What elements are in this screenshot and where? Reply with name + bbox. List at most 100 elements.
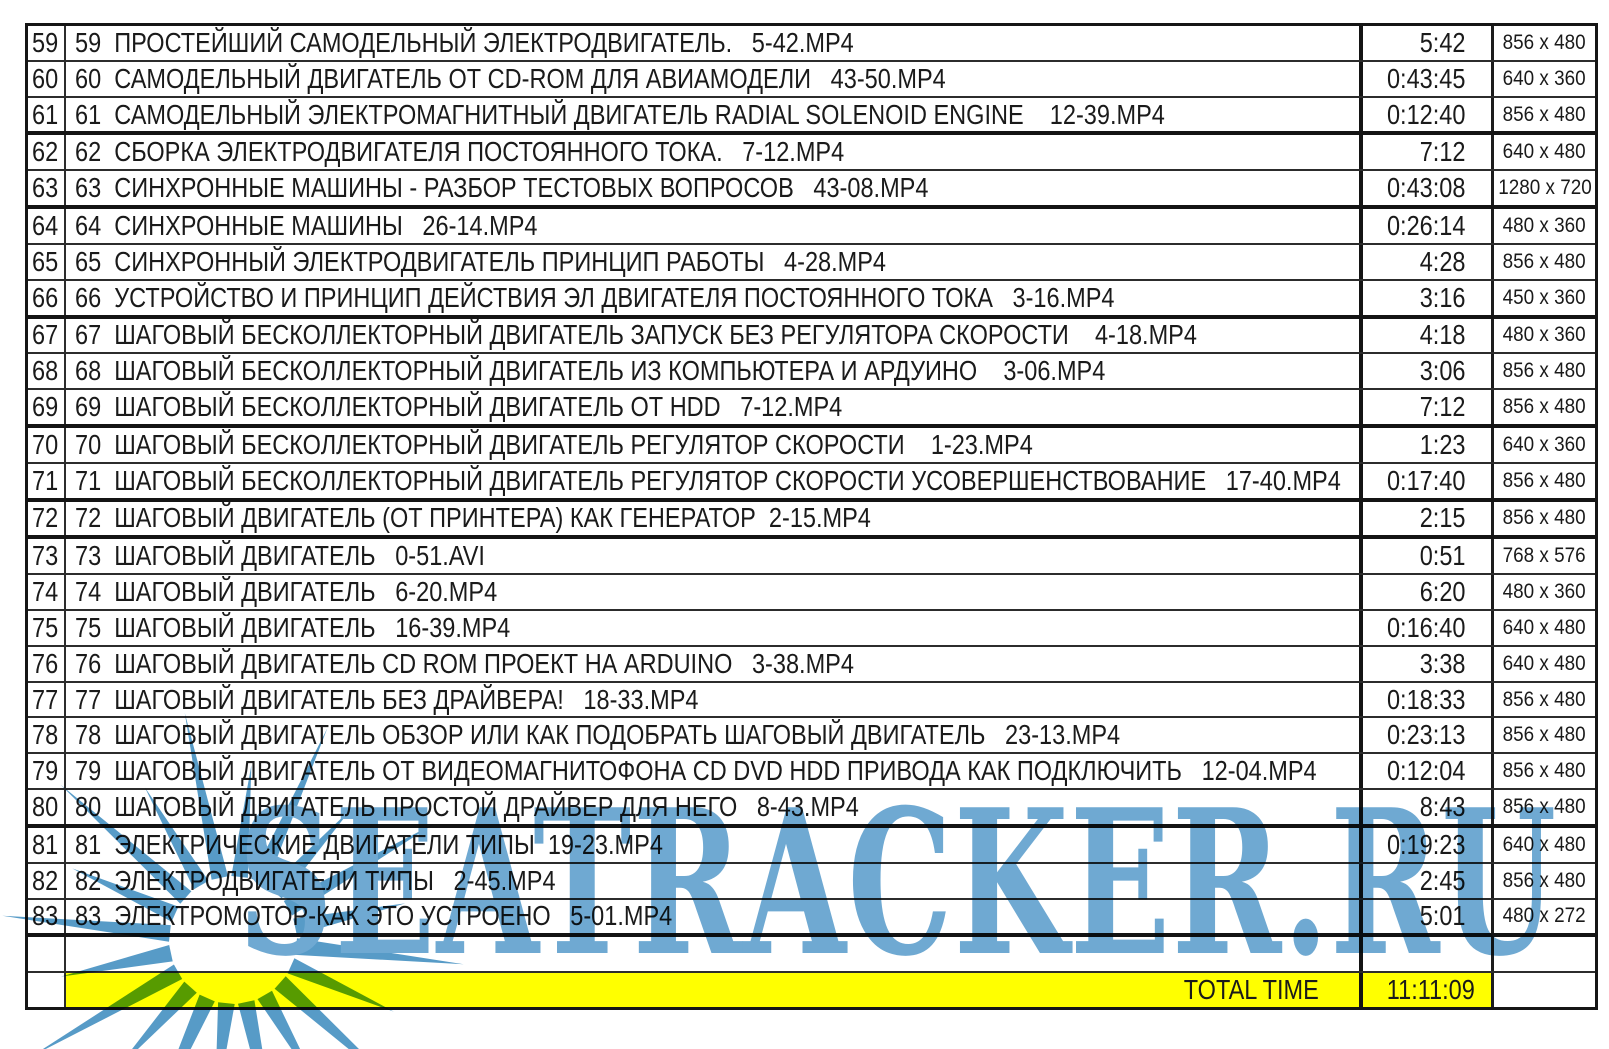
resolution-cell: 856 x 480 bbox=[1491, 390, 1595, 424]
duration-cell-text: 0:12:40 bbox=[1386, 98, 1465, 130]
resolution-cell: 480 x 360 bbox=[1491, 575, 1595, 609]
row-number-cell-text: 60 bbox=[31, 62, 58, 94]
title-cell: 82 ЭЛЕКТРОДВИГАТЕЛИ ТИПЫ 2-45.MP4 bbox=[66, 863, 1363, 898]
total-row-number-cell bbox=[28, 973, 66, 1007]
row-number-cell-text: 68 bbox=[31, 355, 58, 387]
duration-cell: 3:38 bbox=[1363, 647, 1491, 681]
resolution-cell-text: 856 x 480 bbox=[1502, 395, 1587, 419]
resolution-cell: 640 x 480 bbox=[1491, 827, 1595, 862]
row-number-cell-text: 78 bbox=[31, 719, 58, 751]
resolution-cell-text: 856 x 480 bbox=[1502, 359, 1587, 383]
row-number-cell-text: 63 bbox=[31, 172, 58, 204]
resolution-cell: 480 x 272 bbox=[1491, 899, 1595, 934]
title-cell-text: 75 ШАГОВЫЙ ДВИГАТЕЛЬ 16-39.MP4 bbox=[75, 611, 511, 643]
row-number-cell-text: 61 bbox=[31, 98, 58, 130]
table-row: 82 82 ЭЛЕКТРОДВИГАТЕЛИ ТИПЫ 2-45.MP4 2:45 8… bbox=[28, 863, 1595, 900]
table-row: 59 59 ПРОСТЕЙШИЙ САМОДЕЛЬНЫЙ ЭЛЕКТРОДВИГА… bbox=[28, 26, 1595, 62]
duration-cell-text: 0:17:40 bbox=[1386, 464, 1465, 496]
row-number-cell-text: 59 bbox=[31, 26, 58, 58]
resolution-cell: 640 x 360 bbox=[1491, 61, 1595, 96]
duration-cell-text: 4:18 bbox=[1419, 319, 1465, 351]
row-number-cell-text: 79 bbox=[31, 755, 58, 787]
title-cell-text: 71 ШАГОВЫЙ БЕСКОЛЛЕКТОРНЫЙ ДВИГАТЕЛЬ РЕГ… bbox=[75, 464, 1341, 496]
duration-cell-text: 3:16 bbox=[1419, 281, 1465, 313]
row-number-cell: 59 bbox=[28, 26, 66, 60]
table-row: 77 77 ШАГОВЫЙ ДВИГАТЕЛЬ БЕЗ ДРАЙВЕРА! 18-… bbox=[28, 682, 1595, 719]
row-number-cell: 79 bbox=[28, 754, 66, 789]
row-number-cell: 60 bbox=[28, 61, 66, 96]
resolution-cell: 480 x 360 bbox=[1491, 318, 1595, 353]
resolution-cell-text: 640 x 480 bbox=[1502, 615, 1587, 639]
duration-cell: 0:12:04 bbox=[1363, 754, 1491, 788]
duration-cell-text: 1:23 bbox=[1419, 428, 1465, 460]
duration-cell-text: 0:16:40 bbox=[1386, 611, 1465, 643]
resolution-cell-text: 856 x 480 bbox=[1502, 794, 1587, 818]
row-number-cell-text: 83 bbox=[31, 900, 58, 932]
resolution-cell: 856 x 480 bbox=[1491, 790, 1595, 824]
resolution-cell-text: 640 x 480 bbox=[1502, 140, 1587, 164]
title-cell-text: 68 ШАГОВЫЙ БЕСКОЛЛЕКТОРНЫЙ ДВИГАТЕЛЬ ИЗ … bbox=[75, 355, 1106, 387]
duration-cell: 0:26:14 bbox=[1363, 209, 1491, 243]
title-cell: 70 ШАГОВЫЙ БЕСКОЛЛЕКТОРНЫЙ ДВИГАТЕЛЬ РЕГ… bbox=[66, 427, 1363, 462]
duration-cell-text: 8:43 bbox=[1419, 790, 1465, 822]
row-number-cell-text: 82 bbox=[31, 864, 58, 896]
title-cell-text: 82 ЭЛЕКТРОДВИГАТЕЛИ ТИПЫ 2-45.MP4 bbox=[75, 864, 556, 896]
resolution-cell-text: 1280 x 720 bbox=[1497, 176, 1592, 200]
row-number-cell: 74 bbox=[28, 575, 66, 609]
duration-cell: 6:20 bbox=[1363, 575, 1491, 609]
resolution-cell-text: 856 x 480 bbox=[1502, 759, 1587, 783]
table-row: 65 65 СИНХРОННЫЙ ЭЛЕКТРОДВИГАТЕЛЬ ПРИНЦИП… bbox=[28, 244, 1595, 281]
resolution-cell: 640 x 480 bbox=[1491, 646, 1595, 681]
duration-cell: 0:16:40 bbox=[1363, 611, 1491, 645]
table-row: 66 66 УСТРОЙСТВО И ПРИНЦИП ДЕЙСТВИЯ ЭЛ ДВ… bbox=[28, 280, 1595, 319]
title-cell-text: 79 ШАГОВЫЙ ДВИГАТЕЛЬ ОТ ВИДЕОМАГНИТОФОНА… bbox=[75, 755, 1317, 787]
title-cell: 77 ШАГОВЫЙ ДВИГАТЕЛЬ БЕЗ ДРАЙВЕРА! 18-33… bbox=[66, 682, 1363, 717]
row-number-cell-text: 67 bbox=[31, 319, 58, 351]
resolution-cell: 856 x 480 bbox=[1491, 354, 1595, 389]
table-row: 61 61 САМОДЕЛЬНЫЙ ЭЛЕКТРОМАГНИТНЫЙ ДВИГАТ… bbox=[28, 97, 1595, 136]
duration-cell: 7:12 bbox=[1363, 135, 1491, 169]
resolution-cell-text: 640 x 480 bbox=[1502, 651, 1587, 675]
duration-cell: 3:06 bbox=[1363, 354, 1491, 388]
resolution-cell: 768 x 576 bbox=[1491, 539, 1595, 574]
table-row: 75 75 ШАГОВЫЙ ДВИГАТЕЛЬ 16-39.MP4 0:16:40 6… bbox=[28, 611, 1595, 647]
row-number-cell: 77 bbox=[28, 682, 66, 717]
title-cell: 74 ШАГОВЫЙ ДВИГАТЕЛЬ 6-20.MP4 bbox=[66, 575, 1363, 609]
row-number-cell: 80 bbox=[28, 790, 66, 824]
title-cell: 60 САМОДЕЛЬНЫЙ ДВИГАТЕЛЬ ОТ CD-ROM ДЛЯ А… bbox=[66, 61, 1363, 96]
title-cell-text: 83 ЭЛЕКТРОМОТОР-КАК ЭТО УСТРОЕНО 5-01.MP… bbox=[75, 900, 673, 932]
row-number-cell: 71 bbox=[28, 463, 66, 498]
table-row: 74 74 ШАГОВЫЙ ДВИГАТЕЛЬ 6-20.MP4 6:20 480 x… bbox=[28, 575, 1595, 611]
duration-cell-text: 2:15 bbox=[1419, 502, 1465, 534]
table-row bbox=[28, 937, 1595, 974]
resolution-cell-text: 856 x 480 bbox=[1502, 102, 1587, 126]
table-row: 72 72 ШАГОВЫЙ ДВИГАТЕЛЬ (ОТ ПРИНТЕРА) КАК… bbox=[28, 501, 1595, 540]
resolution-cell: 856 x 480 bbox=[1491, 501, 1595, 536]
duration-cell-text: 0:26:14 bbox=[1386, 209, 1465, 241]
table-row: 78 78 ШАГОВЫЙ ДВИГАТЕЛЬ ОБЗОР ИЛИ КАК ПОД… bbox=[28, 718, 1595, 755]
title-cell-text: 66 УСТРОЙСТВО И ПРИНЦИП ДЕЙСТВИЯ ЭЛ ДВИГ… bbox=[75, 281, 1115, 313]
resolution-cell: 640 x 360 bbox=[1491, 427, 1595, 462]
duration-cell: 0:43:45 bbox=[1363, 62, 1491, 96]
title-cell-text: 64 СИНХРОННЫЕ МАШИНЫ 26-14.MP4 bbox=[75, 209, 538, 241]
title-cell: 83 ЭЛЕКТРОМОТОР-КАК ЭТО УСТРОЕНО 5-01.MP… bbox=[66, 899, 1363, 934]
duration-cell: 4:18 bbox=[1363, 319, 1491, 353]
title-cell: 59 ПРОСТЕЙШИЙ САМОДЕЛЬНЫЙ ЭЛЕКТРОДВИГАТЕ… bbox=[66, 26, 1363, 60]
title-cell-text: 59 ПРОСТЕЙШИЙ САМОДЕЛЬНЫЙ ЭЛЕКТРОДВИГАТЕ… bbox=[75, 26, 854, 58]
table-row: 79 79 ШАГОВЫЙ ДВИГАТЕЛЬ ОТ ВИДЕОМАГНИТОФО… bbox=[28, 754, 1595, 791]
duration-cell-text: 6:20 bbox=[1419, 576, 1465, 608]
resolution-cell: 450 x 360 bbox=[1491, 280, 1595, 315]
duration-cell: 8:43 bbox=[1363, 790, 1491, 824]
title-cell-text: 69 ШАГОВЫЙ БЕСКОЛЛЕКТОРНЫЙ ДВИГАТЕЛЬ ОТ … bbox=[75, 391, 843, 423]
row-number-cell bbox=[28, 937, 66, 972]
duration-cell-text: 5:42 bbox=[1419, 26, 1465, 58]
row-number-cell-text: 77 bbox=[31, 683, 58, 715]
total-time-label: TOTAL TIME bbox=[1183, 974, 1319, 1006]
resolution-cell: 640 x 480 bbox=[1491, 611, 1595, 645]
row-number-cell: 78 bbox=[28, 718, 66, 753]
title-cell-text: 72 ШАГОВЫЙ ДВИГАТЕЛЬ (ОТ ПРИНТЕРА) КАК Г… bbox=[75, 502, 871, 534]
resolution-cell-text: 480 x 272 bbox=[1502, 904, 1587, 928]
resolution-cell: 856 x 480 bbox=[1491, 26, 1595, 60]
duration-cell-text: 0:12:04 bbox=[1386, 755, 1465, 787]
duration-cell-text: 0:43:45 bbox=[1386, 62, 1465, 94]
